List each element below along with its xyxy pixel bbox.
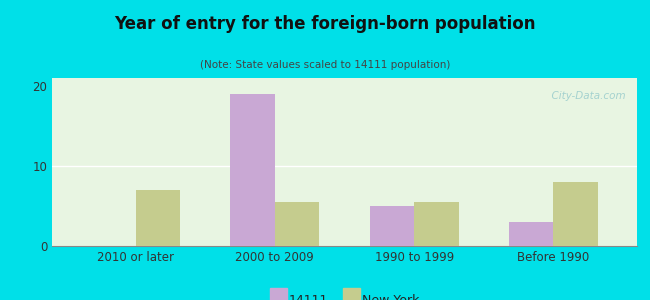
Bar — [370, 206, 414, 246]
Bar — [275, 202, 319, 246]
Text: (Note: State values scaled to 14111 population): (Note: State values scaled to 14111 popu… — [200, 60, 450, 70]
Bar — [136, 190, 180, 246]
Text: City-Data.com: City-Data.com — [545, 92, 625, 101]
Legend: 14111, New York: 14111, New York — [265, 289, 424, 300]
Bar — [553, 182, 598, 246]
Bar — [509, 222, 553, 246]
Bar — [414, 202, 459, 246]
Text: Year of entry for the foreign-born population: Year of entry for the foreign-born popul… — [114, 15, 536, 33]
Bar — [230, 94, 275, 246]
